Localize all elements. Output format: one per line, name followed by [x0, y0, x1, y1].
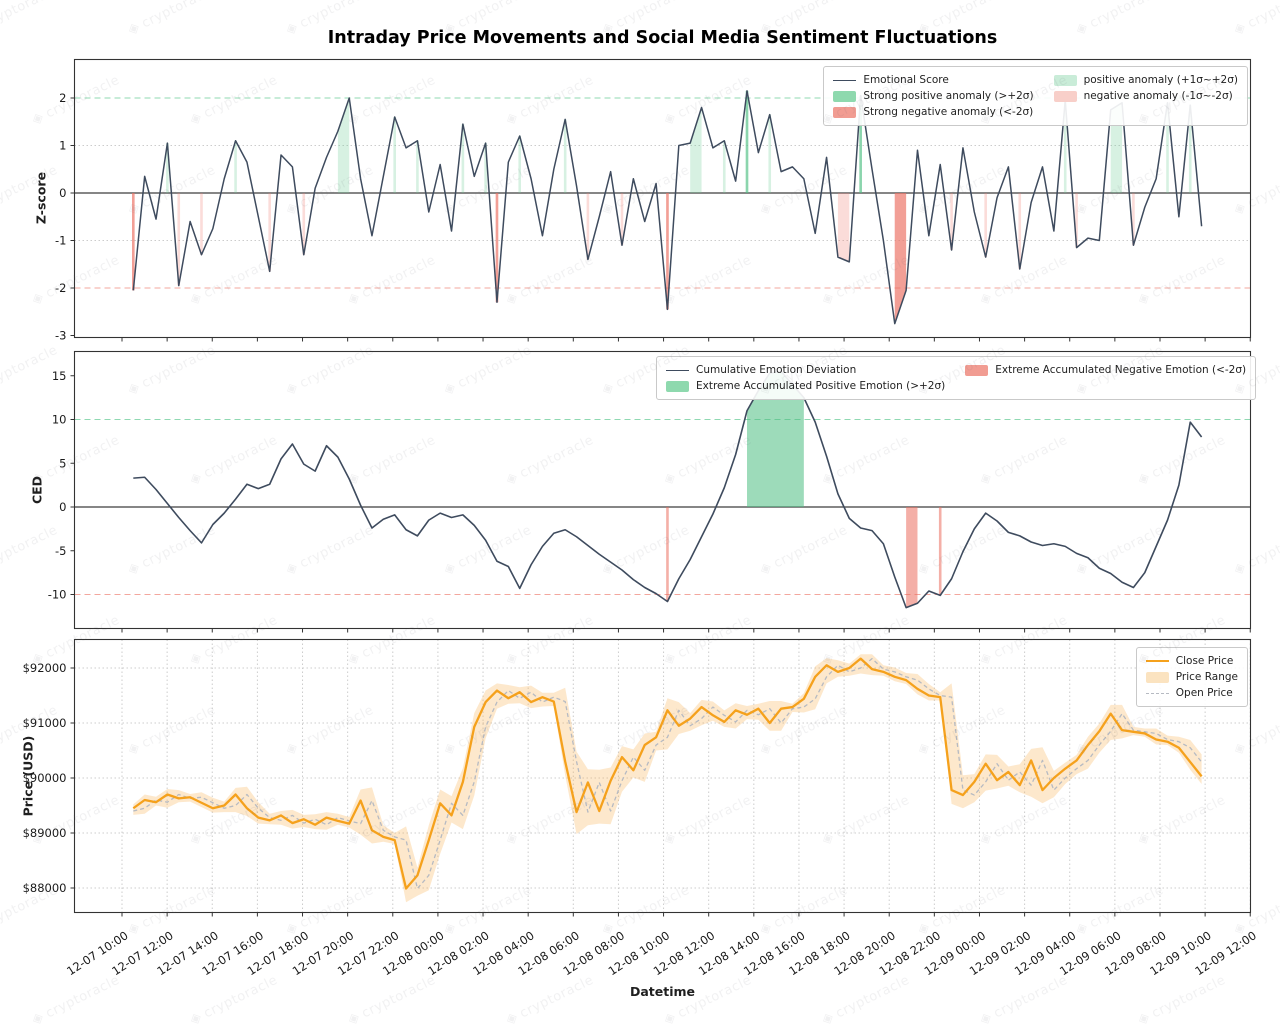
strong-pos-swatch: [833, 90, 857, 102]
mild-positive-anomaly-fill: [518, 136, 522, 193]
open-price-line: [133, 658, 1203, 890]
legend-item: Extreme Accumulated Negative Emotion (<-…: [965, 362, 1246, 378]
mild-positive-anomaly-fill: [461, 124, 465, 193]
mild-positive-anomaly-fill: [1188, 105, 1192, 193]
emotional-score-line: [132, 90, 1203, 325]
price-axis-label: Price (USD): [20, 735, 36, 817]
mild-positive-anomaly-fill: [690, 107, 702, 193]
datetime-axis-label: Datetime: [629, 984, 696, 999]
legend-label: Price Range: [1175, 671, 1238, 683]
y-tick-label: -2: [55, 281, 66, 295]
close-line-swatch: [1145, 660, 1169, 662]
strong-pos-swatch: [666, 380, 689, 392]
mild-negative-anomaly-fill: [984, 193, 987, 258]
ced-legend: Cumulative Emotion Deviation Extreme Accu…: [656, 356, 1257, 400]
y-tick-label: -1: [55, 234, 66, 248]
extreme-negative-emotion-fill: [938, 507, 942, 596]
legend-item: Emotional Score: [833, 72, 1033, 88]
y-tick-label: -5: [55, 544, 66, 558]
band-swatch: [1145, 671, 1169, 683]
legend-label: Strong positive anomaly (>+2σ): [863, 90, 1034, 102]
mild-negative-anomaly-fill: [837, 193, 850, 262]
extreme-negative-emotion-fill: [906, 507, 918, 608]
mild-positive-anomaly-fill: [234, 140, 237, 193]
legend-label: Extreme Accumulated Negative Emotion (<-…: [995, 364, 1247, 376]
y-tick-label: $90000: [23, 771, 67, 785]
y-tick-label: $91000: [23, 716, 67, 730]
line-swatch: [666, 369, 689, 371]
chart-title: Intraday Price Movements and Social Medi…: [327, 28, 998, 48]
mild-negative-anomaly-fill: [1018, 193, 1022, 269]
mild-pos-swatch: [1053, 74, 1077, 86]
legend-item: positive anomaly (+1σ~+2σ): [1053, 72, 1238, 88]
mild-negative-anomaly-fill: [268, 193, 271, 272]
strong-negative-anomaly-fill: [132, 193, 135, 291]
price-legend: Close Price Price Range Open Price: [1135, 647, 1248, 707]
legend-item: Extreme Accumulated Positive Emotion (>+…: [666, 378, 945, 394]
mild-positive-anomaly-fill: [722, 140, 726, 193]
legend-item: Close Price: [1145, 653, 1238, 669]
extreme-positive-emotion-fill: [747, 371, 804, 507]
mild-negative-anomaly-fill: [200, 193, 203, 255]
mild-positive-anomaly-fill: [393, 117, 396, 193]
y-tick-label: 1: [59, 139, 66, 153]
extreme-negative-emotion-fill: [666, 507, 669, 602]
y-tick-label: $92000: [23, 661, 67, 675]
legend-item: Strong positive anomaly (>+2σ): [833, 88, 1034, 104]
mild-positive-anomaly-fill: [416, 140, 419, 193]
legend-item: Price Range: [1145, 669, 1238, 685]
close-price-line: [132, 657, 1203, 890]
mild-positive-anomaly-fill: [337, 98, 350, 193]
y-tick-label: -10: [48, 588, 67, 602]
mild-negative-anomaly-fill: [586, 193, 590, 260]
legend-item: negative anomaly (-1σ~-2σ): [1053, 88, 1238, 104]
strong-negative-anomaly-fill: [666, 193, 669, 310]
strong-negative-anomaly-fill: [894, 193, 907, 324]
legend-label: positive anomaly (+1σ~+2σ): [1083, 74, 1238, 86]
mild-positive-anomaly-fill: [563, 119, 567, 193]
legend-item: Open Price: [1145, 685, 1238, 701]
mild-negative-anomaly-fill: [620, 193, 624, 246]
y-tick-label: 2: [59, 91, 66, 105]
legend-label: Strong negative anomaly (<-2σ): [863, 106, 1034, 118]
y-tick-label: 0: [59, 500, 66, 514]
y-tick-label: 0: [59, 186, 66, 200]
legend-item: Cumulative Emotion Deviation: [666, 362, 945, 378]
y-tick-label: 5: [59, 456, 66, 470]
legend-label: Emotional Score: [863, 74, 949, 86]
zscore-axis-label: Z-score: [33, 171, 49, 225]
line-swatch: [833, 79, 857, 81]
y-tick-label: $88000: [23, 881, 67, 895]
legend-label: Extreme Accumulated Positive Emotion (>+…: [696, 380, 946, 392]
mild-negative-anomaly-fill: [950, 193, 953, 250]
y-tick-label: -3: [55, 329, 66, 343]
mild-neg-swatch: [1053, 90, 1077, 102]
y-tick-label: $89000: [23, 826, 67, 840]
ced-axis-label: CED: [29, 475, 45, 505]
open-dash-swatch: [1145, 692, 1169, 694]
strong-positive-anomaly-fill: [745, 90, 749, 193]
ced-line: [133, 370, 1203, 609]
strong-neg-swatch: [965, 364, 989, 376]
strong-negative-anomaly-fill: [495, 193, 499, 303]
mild-positive-anomaly-fill: [768, 114, 772, 193]
zscore-legend: Emotional Score Strong positive anomaly (…: [823, 66, 1248, 126]
y-tick-label: 15: [52, 369, 67, 383]
legend-label: Cumulative Emotion Deviation: [696, 364, 857, 376]
mild-negative-anomaly-fill: [302, 193, 306, 255]
legend-label: negative anomaly (-1σ~-2σ): [1083, 90, 1233, 102]
legend-item: Strong negative anomaly (<-2σ): [833, 104, 1033, 120]
mild-negative-anomaly-fill: [177, 193, 181, 286]
price-range-band: [133, 654, 1202, 903]
legend-label: Close Price: [1175, 655, 1234, 667]
strong-neg-swatch: [833, 106, 857, 118]
legend-label: Open Price: [1175, 687, 1233, 699]
y-tick-label: 10: [52, 413, 67, 427]
